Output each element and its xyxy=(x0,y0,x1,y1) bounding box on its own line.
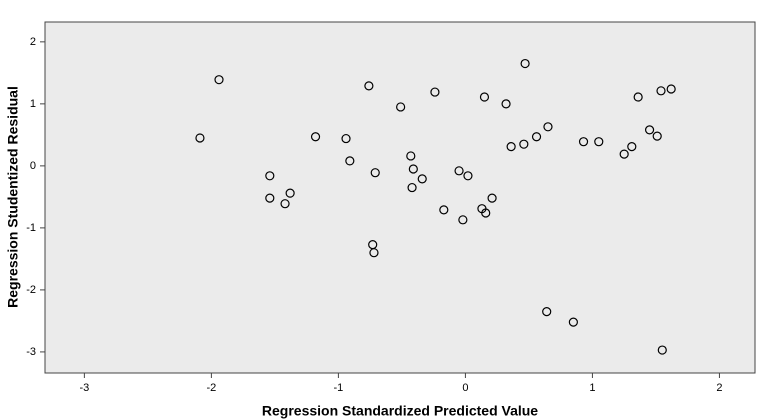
point xyxy=(594,137,604,147)
point xyxy=(407,182,417,193)
point xyxy=(195,133,205,143)
point xyxy=(280,199,290,209)
point xyxy=(341,133,351,144)
point xyxy=(633,92,643,102)
point xyxy=(265,171,275,181)
y-tick-label: 1 xyxy=(30,98,36,110)
point xyxy=(345,156,355,166)
point xyxy=(666,84,676,94)
point xyxy=(369,248,379,258)
point xyxy=(481,208,491,218)
point xyxy=(408,164,418,174)
point xyxy=(542,307,552,317)
point xyxy=(479,92,490,102)
plot-area xyxy=(44,21,756,374)
point xyxy=(458,215,468,225)
point xyxy=(578,137,589,147)
point xyxy=(531,132,542,142)
point xyxy=(364,81,374,91)
y-tick-label: 2 xyxy=(30,36,36,48)
x-axis-label: Regression Standardized Predicted Value xyxy=(262,403,538,419)
point xyxy=(519,139,529,149)
y-tick-label: -1 xyxy=(26,222,36,234)
point xyxy=(214,75,224,85)
point xyxy=(627,142,637,152)
y-axis-label: Regression Studentized Residual xyxy=(5,86,21,308)
point xyxy=(657,345,667,355)
point xyxy=(454,166,464,176)
point xyxy=(506,142,516,152)
point xyxy=(265,193,275,203)
point xyxy=(520,58,530,69)
point xyxy=(406,151,416,161)
point xyxy=(396,102,406,112)
point xyxy=(487,193,497,203)
point xyxy=(310,132,321,142)
point xyxy=(652,131,662,141)
y-tick-label: -2 xyxy=(26,284,36,296)
point xyxy=(656,86,666,96)
x-tick-label: -1 xyxy=(334,382,344,394)
x-tick-label: -2 xyxy=(206,382,216,394)
x-tick-label: 1 xyxy=(589,382,595,394)
point xyxy=(543,122,553,132)
point xyxy=(501,99,511,109)
point xyxy=(417,174,427,184)
y-tick-label: 0 xyxy=(30,160,36,172)
x-tick-label: 0 xyxy=(462,382,468,394)
point xyxy=(568,317,578,327)
x-tick-label: -3 xyxy=(79,382,89,394)
point xyxy=(644,125,655,135)
point xyxy=(463,171,473,181)
x-tick-label: 2 xyxy=(716,382,722,394)
point xyxy=(439,205,449,215)
point xyxy=(370,168,380,178)
point xyxy=(430,87,440,97)
point xyxy=(285,188,295,198)
y-tick-label: -3 xyxy=(26,346,36,358)
point xyxy=(619,149,629,159)
